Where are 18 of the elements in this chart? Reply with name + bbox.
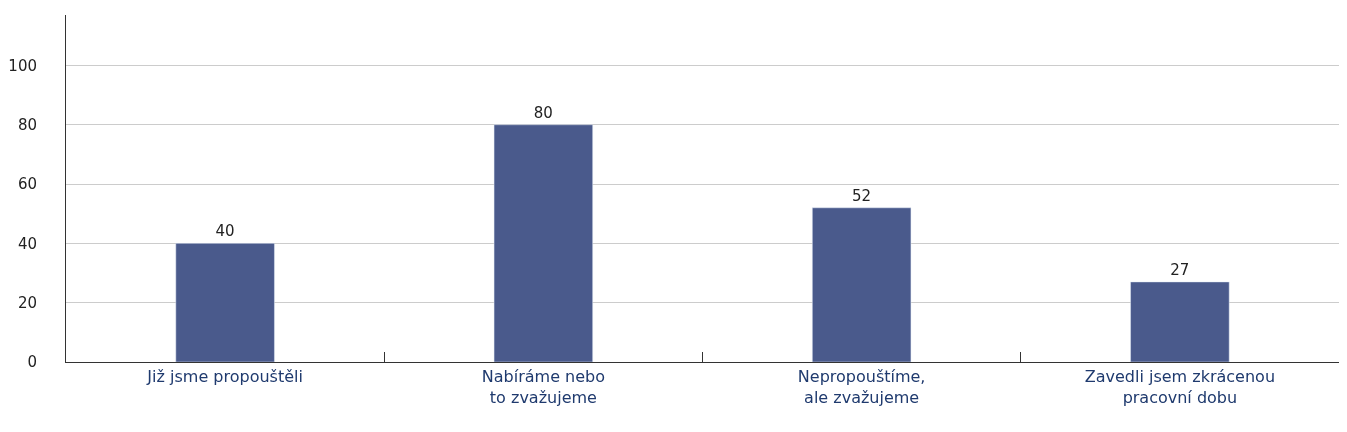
y-tick-label: 80 — [17, 115, 37, 134]
y-tick-label: 40 — [17, 234, 37, 253]
y-tick-label: 0 — [27, 353, 37, 372]
x-tick-label: Nabíráme nebo to zvažujeme — [481, 367, 605, 407]
bar — [812, 207, 912, 362]
bar — [175, 243, 275, 362]
x-tick-label: Nepropouštíme, ale zvažujeme — [797, 367, 926, 407]
data-label: 40 — [215, 222, 235, 241]
x-tick-label: Již jsme propouštěli — [146, 367, 303, 387]
y-tick-label: 100 — [8, 56, 37, 75]
bar — [493, 124, 593, 362]
x-tick-label: Zavedli jsem zkrácenou pracovní dobu — [1084, 367, 1276, 407]
data-label: 80 — [533, 103, 553, 122]
data-label: 52 — [852, 186, 872, 205]
y-tick-label: 20 — [17, 293, 37, 312]
bar — [1130, 281, 1230, 362]
y-tick-label: 60 — [17, 175, 37, 194]
data-label: 27 — [1170, 260, 1190, 279]
